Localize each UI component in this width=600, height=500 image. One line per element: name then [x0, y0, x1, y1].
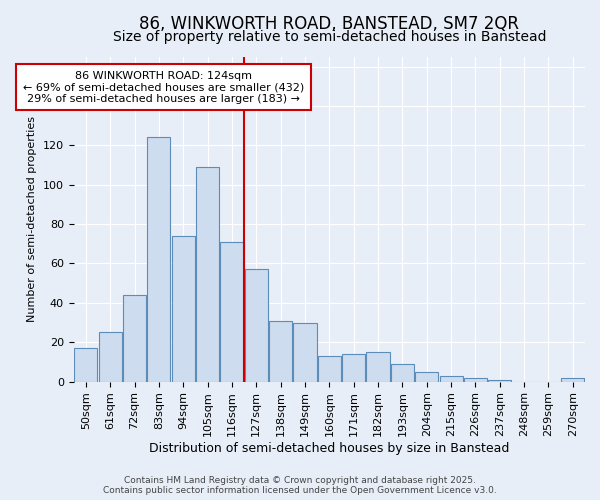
Bar [293, 322, 317, 382]
Bar [367, 352, 389, 382]
Bar [440, 376, 463, 382]
Bar [148, 138, 170, 382]
Bar [488, 380, 511, 382]
Bar [220, 242, 244, 382]
Bar [172, 236, 195, 382]
Bar [342, 354, 365, 382]
Text: 86 WINKWORTH ROAD: 124sqm
← 69% of semi-detached houses are smaller (432)
29% of: 86 WINKWORTH ROAD: 124sqm ← 69% of semi-… [23, 70, 304, 104]
Bar [318, 356, 341, 382]
Bar [391, 364, 414, 382]
Bar [74, 348, 97, 382]
Y-axis label: Number of semi-detached properties: Number of semi-detached properties [27, 116, 37, 322]
Title: 86, WINKWORTH ROAD, BANSTEAD, SM7 2QR: 86, WINKWORTH ROAD, BANSTEAD, SM7 2QR [139, 15, 520, 33]
Bar [269, 320, 292, 382]
X-axis label: Distribution of semi-detached houses by size in Banstead: Distribution of semi-detached houses by … [149, 442, 509, 455]
Bar [196, 167, 219, 382]
Bar [123, 295, 146, 382]
Bar [464, 378, 487, 382]
Bar [415, 372, 439, 382]
Bar [561, 378, 584, 382]
Bar [245, 270, 268, 382]
Text: Contains HM Land Registry data © Crown copyright and database right 2025.
Contai: Contains HM Land Registry data © Crown c… [103, 476, 497, 495]
Text: Size of property relative to semi-detached houses in Banstead: Size of property relative to semi-detach… [113, 30, 546, 44]
Bar [98, 332, 122, 382]
